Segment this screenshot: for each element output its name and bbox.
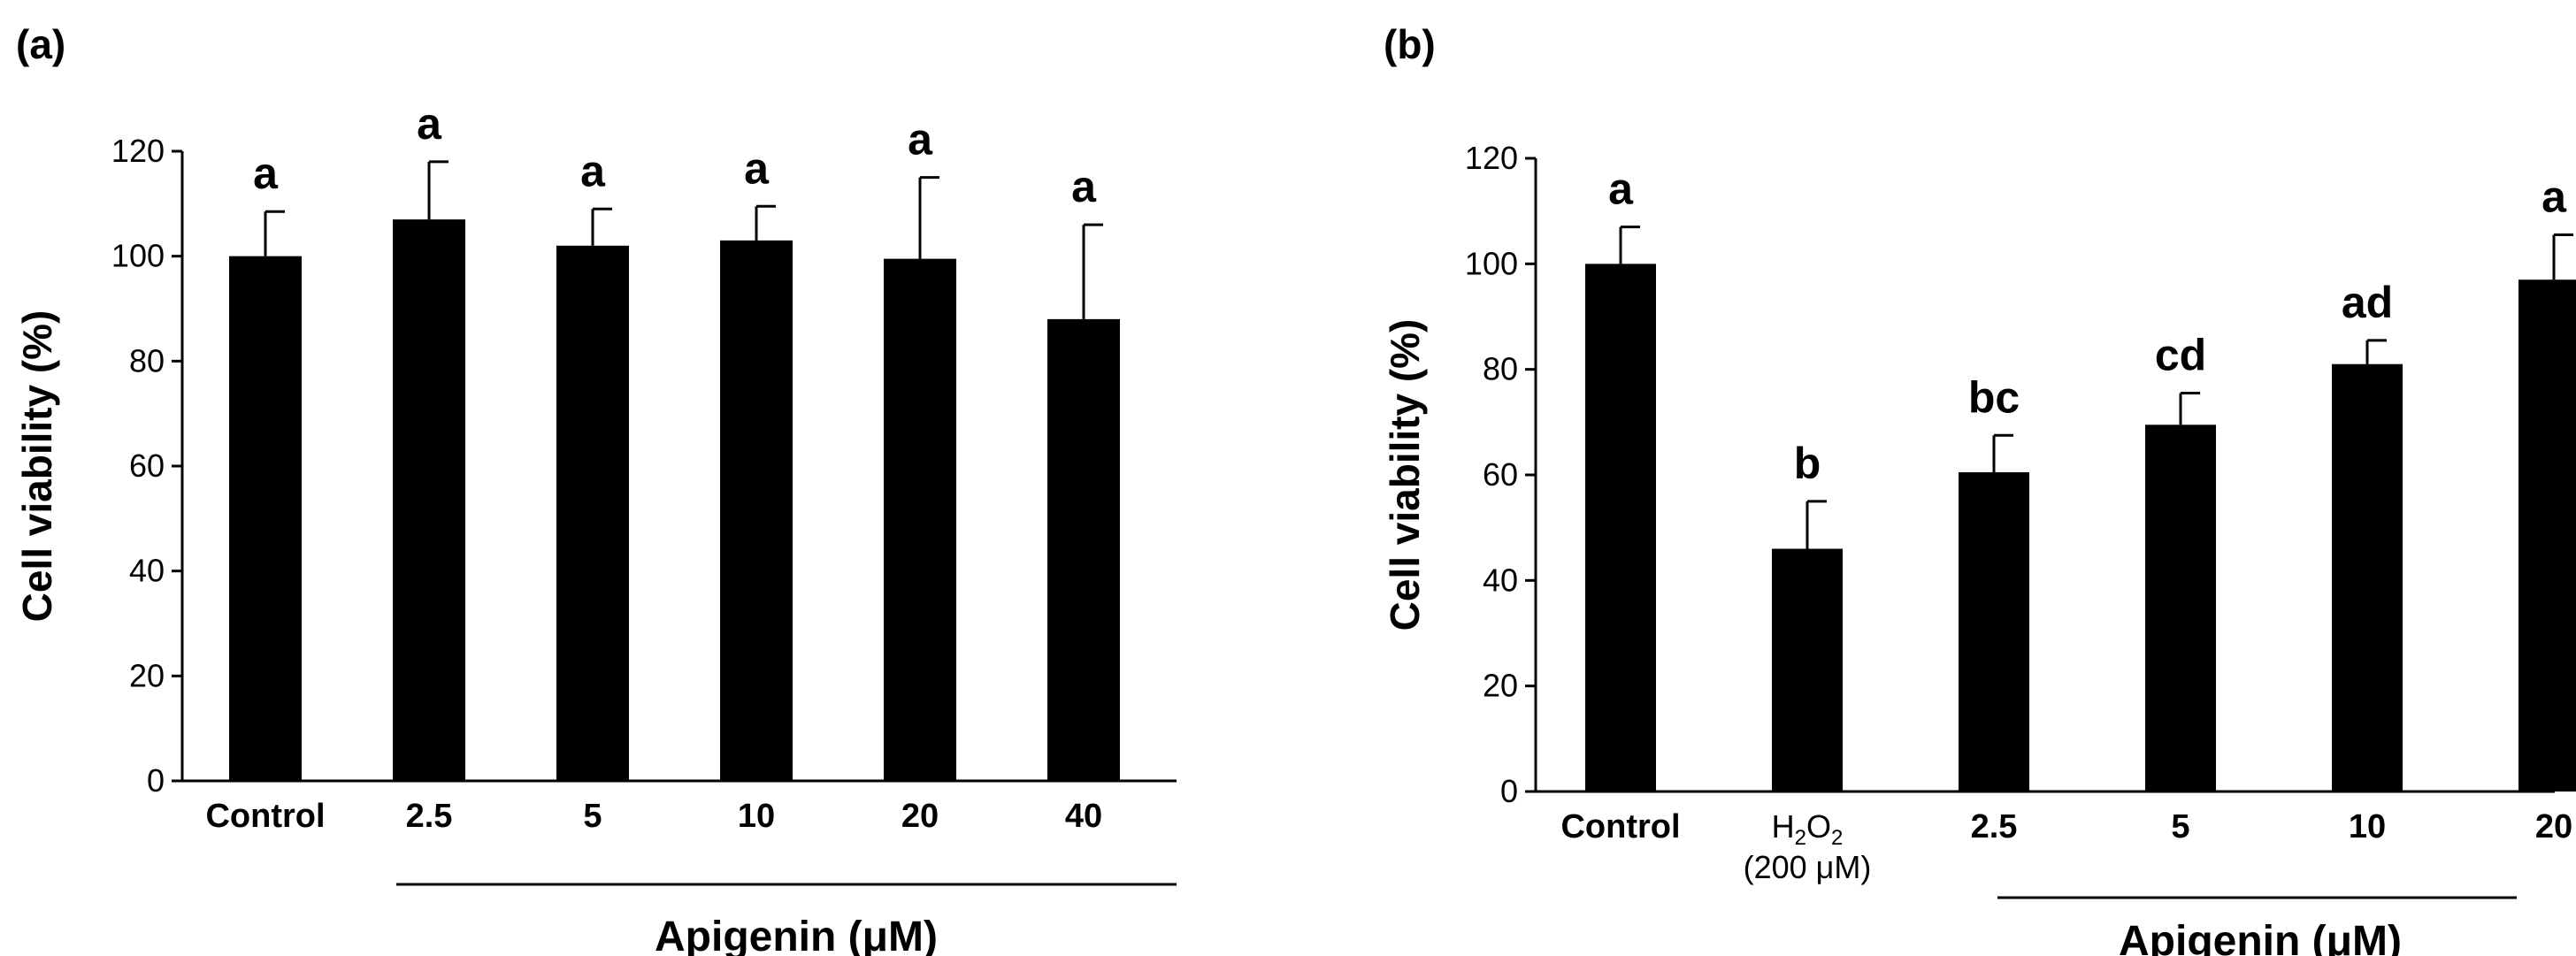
x-tick-label: 5 [2171,808,2189,845]
y-tick-label: 20 [1483,668,1518,704]
bar-25 [393,219,465,782]
bar-20 [884,258,956,782]
bar-40 [1047,318,1120,781]
y-axis-label: Cell viability (%) [1382,319,1428,631]
bar-control [1585,264,1656,792]
significance-letter: a [253,149,279,198]
panel-label: (b) [1384,21,1436,67]
y-tick-label: 0 [147,762,165,799]
bar-20 [2518,279,2576,792]
bar-10 [720,240,793,781]
y-tick-label: 60 [129,447,165,484]
panel-label: (a) [16,21,65,67]
x-tick-label: H2O2 [1772,808,1844,850]
significance-letter: bc [1968,372,2020,422]
y-tick-label: 0 [1500,773,1518,809]
x-tick-label: 10 [738,798,775,835]
bar-control [229,256,302,782]
y-axis-label: Cell viability (%) [14,310,60,623]
bar-25 [1959,472,2029,792]
chart-panel-a: (a) 0 20 40 60 80 100 120 Cell viability (%) a Con… [14,21,1177,956]
x-tick-label: 2.5 [1971,808,2018,845]
significance-letter: a [1608,164,1634,214]
significance-letter: a [1071,162,1097,211]
x-tick-label: 20 [2535,808,2572,845]
chart-panel-b: (b) 0 20 40 60 80 100 120 Cell viability (%) a Con… [1382,21,2576,956]
x-tick-label: Control [1560,808,1680,845]
significance-letter: b [1794,439,1821,488]
y-tick-label: 100 [111,238,165,274]
y-tick-label: 40 [129,553,165,589]
y-tick-label: 120 [111,133,165,169]
y-tick-label: 40 [1483,562,1518,598]
group-label: Apigenin (μM) [655,914,938,956]
x-tick-note: (200 μM) [1744,849,1872,885]
x-tick-label: 5 [583,798,602,835]
group-label: Apigenin (μM) [2119,918,2402,956]
significance-letter: a [417,99,442,149]
significance-letter: cd [2155,331,2206,380]
y-tick-label: 80 [129,342,165,379]
bar-5 [2145,424,2216,792]
x-tick-label: 10 [2349,808,2386,845]
y-tick-label: 100 [1465,245,1518,281]
y-tick-label: 80 [1483,351,1518,387]
significance-letter: ad [2342,278,2393,327]
significance-letter: a [908,115,933,164]
bar-10 [2332,363,2403,792]
significance-letter: a [2542,172,2567,222]
x-tick-label: 2.5 [406,798,453,835]
bar-h2o2 [1772,548,1843,792]
x-tick-label: 40 [1065,798,1102,835]
significance-letter: a [744,143,770,193]
bar-5 [556,245,629,781]
y-tick-label: 60 [1483,456,1518,493]
y-tick-label: 120 [1465,140,1518,176]
x-tick-label: Control [205,798,325,835]
x-tick-label: 20 [901,798,939,835]
y-tick-label: 20 [129,657,165,693]
significance-letter: a [580,146,606,195]
